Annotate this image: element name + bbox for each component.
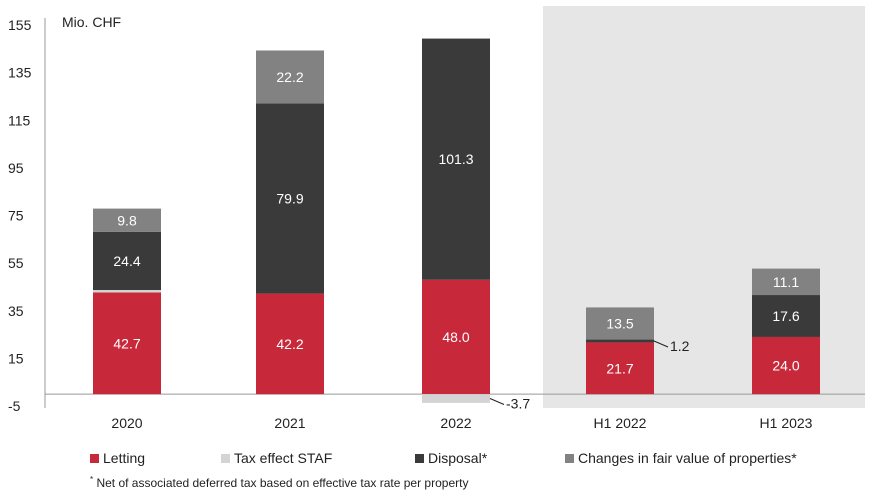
data-label-4-0: 24.0 [772, 358, 799, 374]
x-tick-label-2: 2022 [440, 415, 471, 431]
callout-line-3-2 [653, 340, 669, 348]
data-label-0-0: 42.7 [113, 335, 140, 351]
chart-footnote: * Net of associated deferred tax based o… [90, 475, 468, 490]
legend-label-tax-effect: Tax effect STAF [234, 450, 333, 466]
bar-segment-0-0 [93, 292, 161, 395]
bar-segment-0-1 [93, 290, 161, 293]
data-label-1-0: 42.2 [276, 336, 303, 352]
y-tick-label-5: 55 [8, 255, 24, 271]
bar-segment-2-0 [422, 279, 490, 395]
x-tick-label-1: 2021 [274, 415, 305, 431]
y-tick-label-1: 135 [8, 65, 32, 81]
chart-legend: Letting Tax effect STAF Disposal* Change… [90, 450, 870, 470]
data-label-4-3: 11.1 [773, 274, 799, 290]
data-label-1-2: 79.9 [276, 190, 303, 206]
footnote-mark: * [90, 475, 94, 484]
data-label-2-0: 48.0 [442, 329, 469, 345]
legend-label-fair-value: Changes in fair value of properties* [578, 450, 797, 466]
data-label-3-2: 1.2 [670, 338, 690, 354]
data-label-0-2: 24.4 [113, 253, 140, 269]
x-tick-label-4: H1 2023 [760, 415, 813, 431]
legend-item-disposal: Disposal* [415, 450, 487, 466]
data-label-4-2: 17.6 [772, 308, 799, 324]
bar-segment-0-2 [93, 231, 161, 291]
footnote-text: Net of associated deferred tax based on … [93, 476, 469, 490]
callout-line-2-1 [489, 398, 505, 405]
y-tick-label-4: 75 [8, 208, 24, 224]
y-unit-label: Mio. CHF [62, 14, 121, 30]
legend-label-letting: Letting [103, 450, 146, 466]
bar-segment-2-1 [422, 394, 490, 403]
legend-swatch-fair-value [565, 453, 574, 463]
bar-segment-1-2 [256, 103, 324, 294]
bar-segment-4-0 [752, 336, 820, 395]
y-tick-label-8: -5 [8, 398, 21, 414]
bar-segment-2-2 [422, 38, 490, 280]
data-label-3-3: 13.5 [606, 315, 633, 331]
legend-item-tax-effect: Tax effect STAF [221, 450, 332, 466]
legend-swatch-tax-effect [221, 453, 230, 463]
data-label-2-1: -3.7 [506, 395, 530, 411]
legend-swatch-letting [90, 453, 99, 463]
data-label-0-3: 9.8 [117, 212, 137, 228]
data-label-3-0: 21.7 [606, 360, 633, 376]
stacked-bar-chart: 155 135 115 95 75 55 35 15 -5 Mio. CHF 42.7 24.4 9.8… [8, 6, 865, 431]
bar-segment-4-2 [752, 295, 820, 337]
data-label-1-3: 22.2 [276, 69, 303, 85]
x-tick-label-3: H1 2022 [594, 415, 647, 431]
bar-segment-4-3 [752, 268, 820, 296]
bar-segment-3-0 [586, 342, 654, 395]
bar-segment-3-2 [586, 339, 654, 343]
y-tick-label-2: 115 [8, 112, 31, 128]
data-label-2-2: 101.3 [438, 151, 473, 167]
y-tick-label-3: 95 [8, 160, 24, 176]
y-tick-label-6: 35 [8, 303, 24, 319]
legend-swatch-disposal [415, 453, 424, 463]
y-tick-label-7: 15 [8, 350, 24, 366]
bar-segment-1-0 [256, 293, 324, 395]
bar-segment-0-3 [93, 208, 161, 232]
legend-item-fair-value: Changes in fair value of properties* [565, 450, 797, 466]
x-tick-label-0: 2020 [111, 415, 142, 431]
y-tick-label-0: 155 [8, 17, 32, 33]
legend-label-disposal: Disposal* [428, 450, 488, 466]
legend-item-letting: Letting [90, 450, 145, 466]
bar-segment-1-3 [256, 50, 324, 104]
bar-segment-3-3 [586, 307, 654, 340]
